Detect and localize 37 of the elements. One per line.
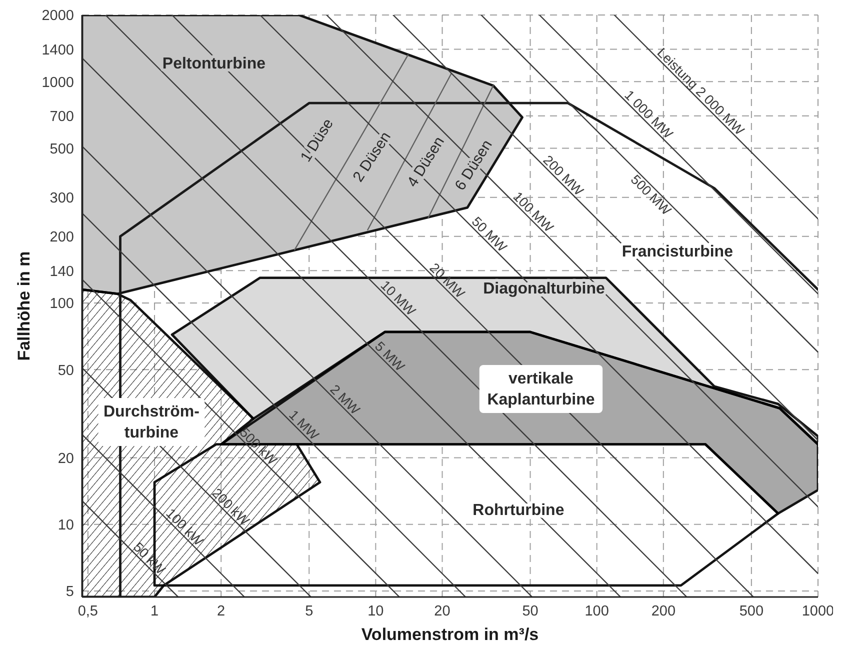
y-tick-label: 10 [58,518,74,534]
text: 1 000 MW [622,87,676,142]
y-tick-label: 200 [50,230,74,246]
annotation: vertikale Kaplanturbine [487,370,595,408]
y-tick-label: 1000 [42,74,74,91]
y-tick-label: 50 [58,362,74,379]
x-tick-label: 20 [434,603,450,620]
y-tick-label: 300 [50,190,74,207]
x-tick-label: 10 [368,603,384,620]
text: 10 MW [378,278,419,319]
text: 1 MW [286,407,322,443]
x-tick-label: 200 [651,603,676,620]
text: 50 MW [468,214,510,255]
y-tick-label: 140 [50,264,74,280]
text: 2 MW [327,382,363,418]
x-tick-label: 2 [217,603,226,620]
x-tick-label: 500 [739,603,764,620]
text: 200 kW [209,485,252,529]
y-tick-label: 700 [50,109,74,126]
x-tick-label: 0,5 [78,603,98,620]
x-tick-label: 1 [150,603,159,620]
y-tick-label: 500 [50,141,74,158]
y-tick-label: 2000 [42,8,74,24]
y-tick-label: 20 [58,450,74,467]
text: 500 kW [236,424,280,468]
x-axis-title: Volumenstrom in m³/s [361,625,539,644]
text: 20 MW [426,260,468,302]
y-tick-label: 1400 [42,42,74,58]
x-tick-label: 100 [584,603,609,620]
x-tick-label: 5 [305,603,314,620]
y-axis-title: Fallhöhe in m [14,251,34,361]
x-tick-label: 50 [522,603,538,620]
y-tick-label: 100 [50,296,74,312]
annotation: Durchström- turbine [103,402,200,441]
text: 500 MW [628,172,674,218]
y-tick-label: 5 [66,584,74,600]
text: 5 MW [372,338,408,374]
